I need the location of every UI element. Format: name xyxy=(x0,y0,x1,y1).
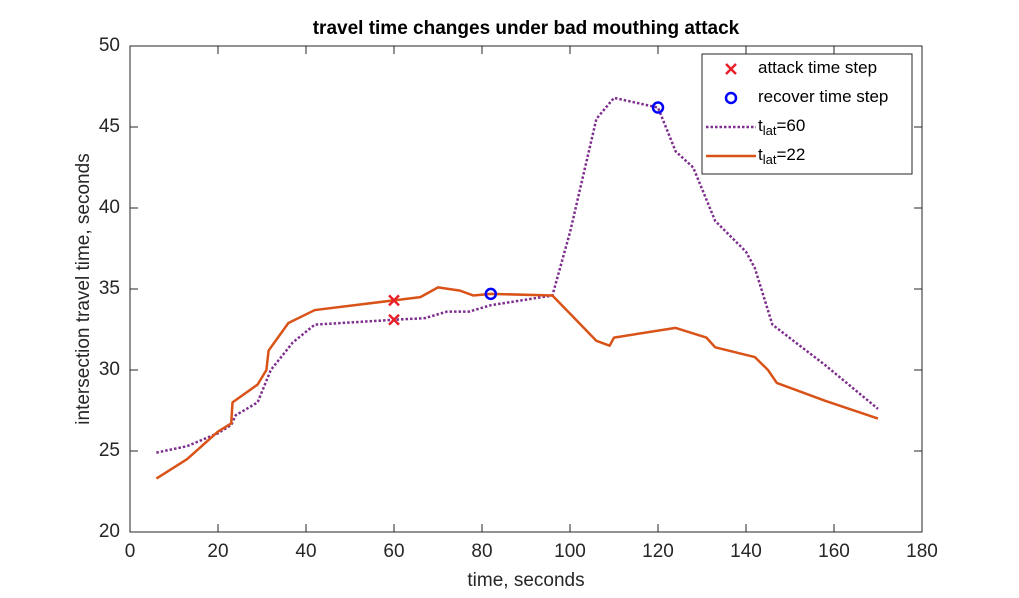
x-tick-label: 140 xyxy=(730,541,762,562)
marker-o xyxy=(651,101,665,114)
y-tick-label: 40 xyxy=(99,197,120,218)
legend-box xyxy=(701,53,913,175)
y-tick-label: 45 xyxy=(99,116,120,137)
marker-o xyxy=(724,91,738,105)
y-tick-label: 35 xyxy=(99,278,120,299)
legend-label: recover time step xyxy=(758,87,888,106)
x-tick-label: 0 xyxy=(125,541,136,562)
x-tick-label: 20 xyxy=(207,541,228,562)
x-tick-label: 80 xyxy=(471,541,492,562)
x-tick-label: 120 xyxy=(642,541,674,562)
marker-stroke xyxy=(388,313,400,326)
x-tick-label: 60 xyxy=(383,541,404,562)
marker-stroke xyxy=(388,294,400,307)
series-line xyxy=(156,96,879,454)
y-tick-label: 50 xyxy=(99,35,120,56)
y-tick-label: 25 xyxy=(99,440,120,461)
marker-stroke xyxy=(725,63,737,75)
x-tick-label: 40 xyxy=(295,541,316,562)
y-axis-label: intersection travel time, seconds xyxy=(73,153,94,424)
series-line xyxy=(155,286,879,480)
marker-x xyxy=(388,313,400,326)
y-tick-label: 20 xyxy=(99,521,120,542)
x-tick-label: 160 xyxy=(818,541,850,562)
legend-label: tlat=60 xyxy=(758,116,805,138)
marker-x xyxy=(725,63,737,75)
y-tick-label: 30 xyxy=(99,359,120,380)
x-tick-label: 100 xyxy=(554,541,586,562)
chart-title: travel time changes under bad mouthing a… xyxy=(313,18,740,39)
x-axis-label: time, seconds xyxy=(467,570,584,591)
marker-o xyxy=(484,287,498,301)
legend-label: attack time step xyxy=(758,58,877,77)
marker-x xyxy=(388,294,400,307)
legend-label: tlat=22 xyxy=(758,145,805,167)
x-tick-label: 180 xyxy=(906,541,938,562)
